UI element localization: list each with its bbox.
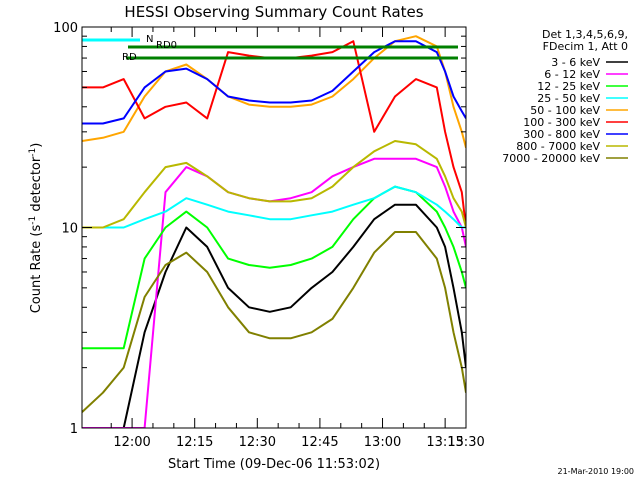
x-tick-label-4: 13:00	[364, 435, 401, 450]
y-tick-label-0: 1	[70, 422, 78, 437]
x-tick-label-1: 12:15	[176, 435, 213, 450]
chart-title: HESSI Observing Summary Count Rates	[124, 3, 423, 21]
marker-label-1: RD	[122, 52, 137, 63]
legend: Det 1,3,4,5,6,9, FDecim 1, Att 0 3 - 6 k…	[502, 28, 628, 165]
plot-frame	[81, 26, 467, 429]
series-line-4	[82, 35, 466, 148]
series-line-2	[82, 185, 466, 350]
x-tick-label-3: 12:45	[301, 435, 338, 450]
x-axis-title: Start Time (09-Dec-06 11:53:02)	[168, 457, 380, 472]
marker-label-2: N	[146, 34, 153, 45]
x-tick-label-5: 13:15	[426, 435, 463, 450]
axes: 1 10 100 12:00 12:15 12:30 12:45 13:00 13:1513:3…	[53, 21, 485, 450]
legend-label-4: 50 - 100 keV	[530, 104, 600, 117]
legend-label-5: 100 - 300 keV	[523, 116, 600, 129]
legend-label-2: 12 - 25 keV	[537, 80, 600, 93]
x-tick-label-2: 12:30	[239, 435, 276, 450]
marker-label-0: RD0	[156, 40, 177, 51]
legend-header-line-1: Det 1,3,4,5,6,9,	[542, 28, 628, 41]
y-axis-title: Count Rate (s-1 detector-1)	[28, 143, 44, 314]
y-tick-label-2: 100	[53, 21, 78, 36]
series-line-1	[82, 157, 466, 428]
x-tick-label-0: 12:00	[113, 435, 150, 450]
legend-label-3: 25 - 50 keV	[537, 92, 600, 105]
y-tick-label-1: 10	[61, 222, 78, 237]
legend-label-6: 300 - 800 keV	[523, 128, 600, 141]
legend-label-8: 7000 - 20000 keV	[502, 152, 600, 165]
legend-label-7: 800 - 7000 keV	[516, 140, 600, 153]
series-line-6	[82, 40, 466, 125]
timestamp: 21-Mar-2010 19:00	[558, 467, 635, 476]
legend-header-line-2: FDecim 1, Att 0	[543, 40, 628, 53]
series-line-8	[82, 231, 466, 413]
x-tick-label-6: 13:30	[447, 435, 484, 450]
plot-area: RD0 RD N	[82, 34, 466, 428]
series-line-3	[82, 185, 466, 229]
legend-label-0: 3 - 6 keV	[551, 56, 600, 69]
series-line-7	[82, 140, 466, 229]
legend-label-1: 6 - 12 keV	[544, 68, 600, 81]
